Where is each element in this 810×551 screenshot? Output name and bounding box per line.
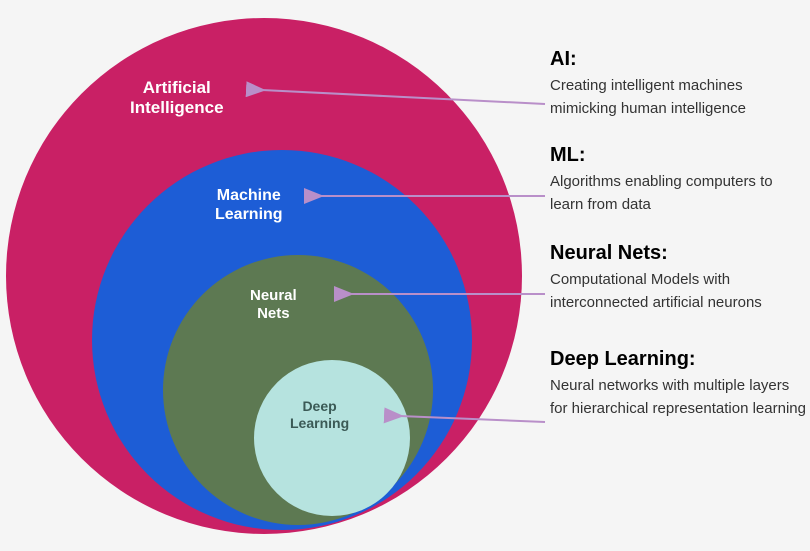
desc-text-ml: Algorithms enabling computers to learn f… [550,171,810,216]
desc-dl: Deep Learning: Neural networks with multi… [550,348,810,420]
circle-dl [254,360,410,516]
desc-nn: Neural Nets: Computational Models with in… [550,242,810,314]
circle-label-ai: ArtificialIntelligence [130,78,224,119]
desc-title-ml: ML: [550,144,810,167]
circle-label-nn: NeuralNets [250,287,297,323]
circle-label-dl: DeepLearning [290,398,349,432]
circle-label-ml: MachineLearning [215,186,283,224]
desc-title-dl: Deep Learning: [550,348,810,371]
desc-text-dl: Neural networks with multiple layers for… [550,375,810,420]
desc-text-ai: Creating intelligent machines mimicking … [550,75,810,120]
desc-text-nn: Computational Models with interconnected… [550,269,810,314]
desc-ml: ML: Algorithms enabling computers to lear… [550,144,810,216]
desc-title-nn: Neural Nets: [550,242,810,265]
desc-ai: AI: Creating intelligent machines mimicki… [550,48,810,120]
desc-title-ai: AI: [550,48,810,71]
